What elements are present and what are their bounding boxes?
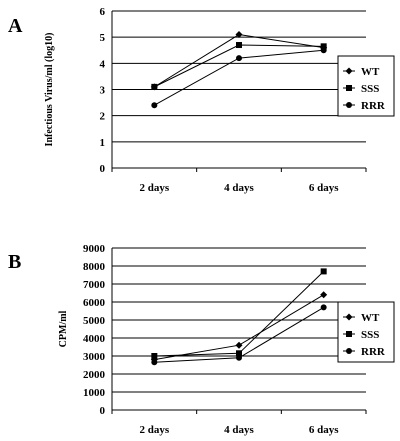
y-axis-label: CPM/ml (58, 310, 69, 347)
y-tick-label: 2 (100, 111, 106, 123)
data-point-rrr (236, 354, 242, 361)
data-point-sss (320, 43, 327, 50)
y-axis-label: Infectious Virus/ml (log10) (44, 33, 55, 147)
panel-letter: A (8, 15, 23, 37)
y-tick-label: 2000 (83, 369, 106, 381)
y-tick-label: 4 (100, 58, 106, 70)
data-point-wt (235, 341, 243, 349)
legend-marker-wt (345, 67, 353, 75)
y-tick-label: 1 (100, 137, 106, 149)
y-tick-label: 3 (100, 85, 106, 97)
x-tick-label: 2 days (140, 424, 170, 436)
x-tick-label: 6 days (309, 424, 339, 436)
y-tick-label: 1000 (83, 387, 106, 399)
legend-marker-sss (346, 85, 352, 91)
panel-letter: B (8, 251, 21, 273)
data-point-rrr (236, 55, 242, 62)
y-tick-label: 8000 (83, 261, 106, 273)
y-tick-label: 5000 (83, 315, 106, 327)
y-tick-label: 9000 (83, 243, 106, 255)
data-point-rrr (320, 47, 327, 54)
y-tick-label: 7000 (83, 279, 106, 291)
x-tick-label: 2 days (140, 182, 170, 194)
data-point-wt (320, 291, 328, 299)
data-point-sss (320, 268, 327, 275)
legend-marker-wt (345, 313, 353, 321)
data-point-rrr (151, 359, 158, 366)
legend-label-wt: WT (361, 312, 380, 324)
y-tick-label: 0 (100, 405, 106, 417)
data-point-sss (151, 353, 158, 359)
legend-label-wt: WT (361, 66, 380, 78)
y-tick-label: 6 (100, 6, 106, 18)
legend-label-sss: SSS (361, 329, 379, 341)
series-line-sss (154, 44, 324, 88)
chart-panel-a: A 0 1 2 3 4 5 6 2 days 4 days 6 days Infectious Vir… (8, 6, 395, 194)
series-line-wt (154, 294, 324, 361)
legend-label-sss: SSS (361, 83, 379, 95)
y-tick-label: 5 (100, 32, 106, 44)
y-tick-label: 6000 (83, 297, 106, 309)
legend: WT SSS RRR (337, 301, 395, 363)
data-point-sss (236, 350, 242, 357)
chart-panel-b: B 0 1000 2000 3000 4000 5000 6000 7000 8000 9000 2 … (8, 243, 395, 436)
data-point-sss (151, 83, 158, 90)
legend-marker-sss (346, 331, 352, 337)
legend: WT SSS RRR (337, 55, 395, 117)
legend-label-rrr: RRR (361, 346, 386, 358)
y-tick-label: 3000 (83, 351, 106, 363)
x-tick-label: 4 days (224, 182, 254, 194)
x-tick-label: 4 days (224, 424, 254, 436)
y-tick-label: 0 (100, 163, 106, 175)
legend-label-rrr: RRR (361, 100, 386, 112)
legend-marker-rrr (346, 348, 352, 354)
legend-marker-rrr (346, 102, 352, 108)
data-point-sss (236, 42, 242, 49)
y-tick-label: 4000 (83, 333, 106, 345)
data-point-rrr (151, 102, 158, 109)
data-point-wt (235, 31, 243, 39)
data-point-rrr (320, 304, 327, 311)
x-tick-label: 6 days (309, 182, 339, 194)
